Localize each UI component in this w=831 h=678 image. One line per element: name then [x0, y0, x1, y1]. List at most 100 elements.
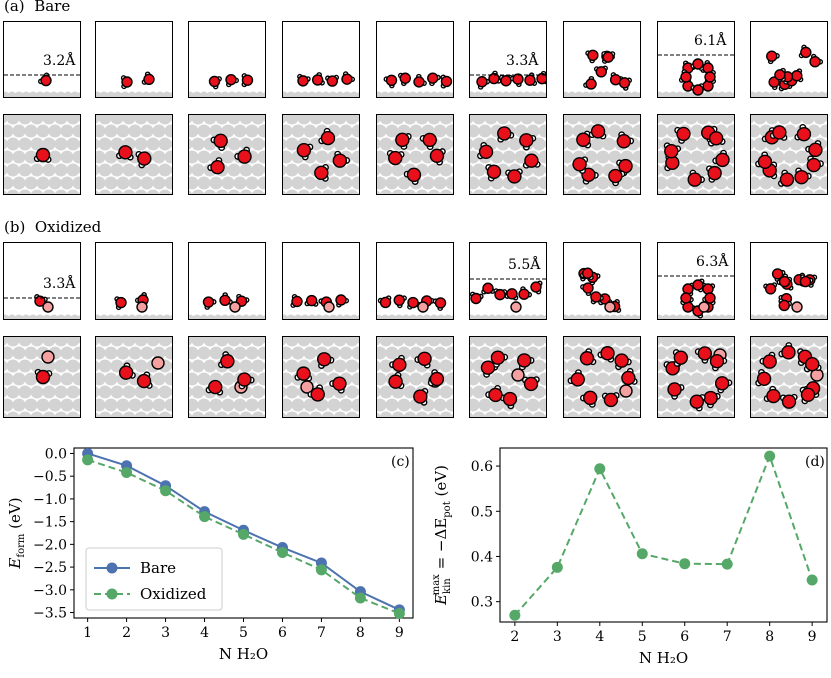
oxygen-atom — [115, 296, 127, 309]
surface-atom — [263, 165, 265, 175]
surface-atom — [753, 411, 767, 417]
surface-atom — [96, 190, 100, 194]
surface-atom — [668, 314, 678, 319]
surface-atom — [96, 398, 106, 412]
surface-atom — [813, 411, 827, 417]
surface-atom — [584, 372, 598, 386]
surface-atom — [732, 337, 734, 345]
oxygen-atom — [208, 379, 223, 395]
surface-atom — [684, 411, 698, 417]
oxygen-atom — [219, 294, 231, 306]
surface-atom — [66, 163, 80, 177]
surface-atom — [623, 91, 633, 97]
surface-atom — [127, 314, 137, 319]
surface-atom — [588, 314, 598, 319]
surface-atom — [609, 314, 619, 319]
surface-atom — [564, 190, 568, 194]
panel-a-title: Bare — [34, 0, 71, 15]
surface-atom — [285, 137, 299, 151]
surface-atom — [470, 412, 474, 417]
surface-atom — [751, 138, 755, 150]
surface-oxygen-atom — [323, 301, 335, 313]
surface-atom — [357, 165, 359, 175]
surface-atom — [104, 124, 118, 138]
oxygen-atom — [702, 283, 714, 295]
surface-atom — [215, 189, 229, 194]
surface-atom — [445, 372, 453, 386]
surface-atom — [285, 163, 299, 177]
surface-atom — [714, 176, 728, 190]
surface-atom — [751, 398, 761, 412]
surface-atom — [6, 163, 20, 177]
oxygen-atom — [440, 75, 453, 88]
surface-atom — [817, 91, 827, 97]
bare-top-panel — [563, 114, 641, 195]
x-tick-label: 1 — [83, 625, 92, 641]
surface-atom — [443, 314, 453, 319]
surface-atom — [658, 398, 668, 412]
oxygen-atom — [118, 145, 133, 160]
surface-atom — [345, 163, 359, 177]
surface-atom — [98, 137, 112, 151]
atoms-drawing — [564, 115, 640, 194]
surface-atom — [590, 189, 604, 194]
oxygen-atom — [603, 392, 619, 408]
surface-atom — [72, 124, 80, 138]
surface-atom — [285, 411, 299, 417]
surface-atom — [78, 139, 80, 149]
surface-atom — [478, 398, 492, 412]
atoms-drawing — [470, 70, 546, 97]
oxygen-atom — [762, 354, 777, 369]
oxygen-atom — [213, 133, 228, 149]
surface-atom — [345, 337, 359, 347]
surface-atom — [191, 189, 205, 194]
x-tick-label: 6 — [278, 625, 287, 641]
oxygen-atom — [621, 370, 636, 386]
surface-atom — [450, 314, 453, 319]
surface-atom — [189, 346, 199, 360]
surface-atom — [564, 412, 568, 417]
height-annotation: 6.1Å — [694, 33, 727, 49]
surface-atom — [544, 191, 546, 194]
surface-atom — [245, 398, 259, 412]
bare-top-panel — [188, 114, 266, 195]
surface-atom — [421, 176, 435, 190]
surface-atom — [717, 314, 727, 319]
surface-atom — [602, 359, 616, 373]
surface-atom — [566, 385, 580, 399]
surface-atom — [98, 115, 112, 125]
data-point-oxidized — [238, 528, 249, 540]
surface-atom — [239, 163, 253, 177]
oxygen-atom — [35, 369, 51, 385]
surface-atom — [42, 337, 56, 347]
oxidized-side-panel — [750, 242, 828, 320]
panel-a-label: (a) — [4, 0, 25, 15]
oxygen-atom — [781, 345, 796, 360]
surface-atom — [472, 337, 486, 347]
surface-atom — [333, 411, 347, 417]
surface-atom — [732, 413, 734, 417]
y-tick-label: 0.6 — [471, 459, 493, 475]
oxygen-atom — [314, 165, 329, 181]
height-annotation: 6.3Å — [696, 254, 729, 270]
surface-atom — [678, 372, 692, 386]
surface-atom — [66, 359, 80, 373]
surface-atom — [409, 372, 423, 386]
surface-atom — [543, 91, 546, 97]
surface-atom — [220, 91, 230, 97]
surface-atom — [720, 337, 734, 347]
surface-atom — [30, 359, 44, 373]
surface-atom — [724, 91, 734, 97]
oxygen-atom — [478, 144, 494, 160]
oxygen-atom — [590, 124, 606, 139]
surface-atom — [696, 137, 710, 151]
bare-top-panel — [657, 114, 735, 195]
surface-atom — [564, 386, 568, 398]
surface-atom — [96, 346, 106, 360]
surface-atom — [60, 150, 74, 164]
bare-side-panel — [188, 21, 266, 98]
surface-atom — [189, 412, 193, 417]
surface-atom — [221, 398, 235, 412]
surface-atom — [54, 189, 68, 194]
y-tick-label: 0.0 — [45, 446, 67, 462]
